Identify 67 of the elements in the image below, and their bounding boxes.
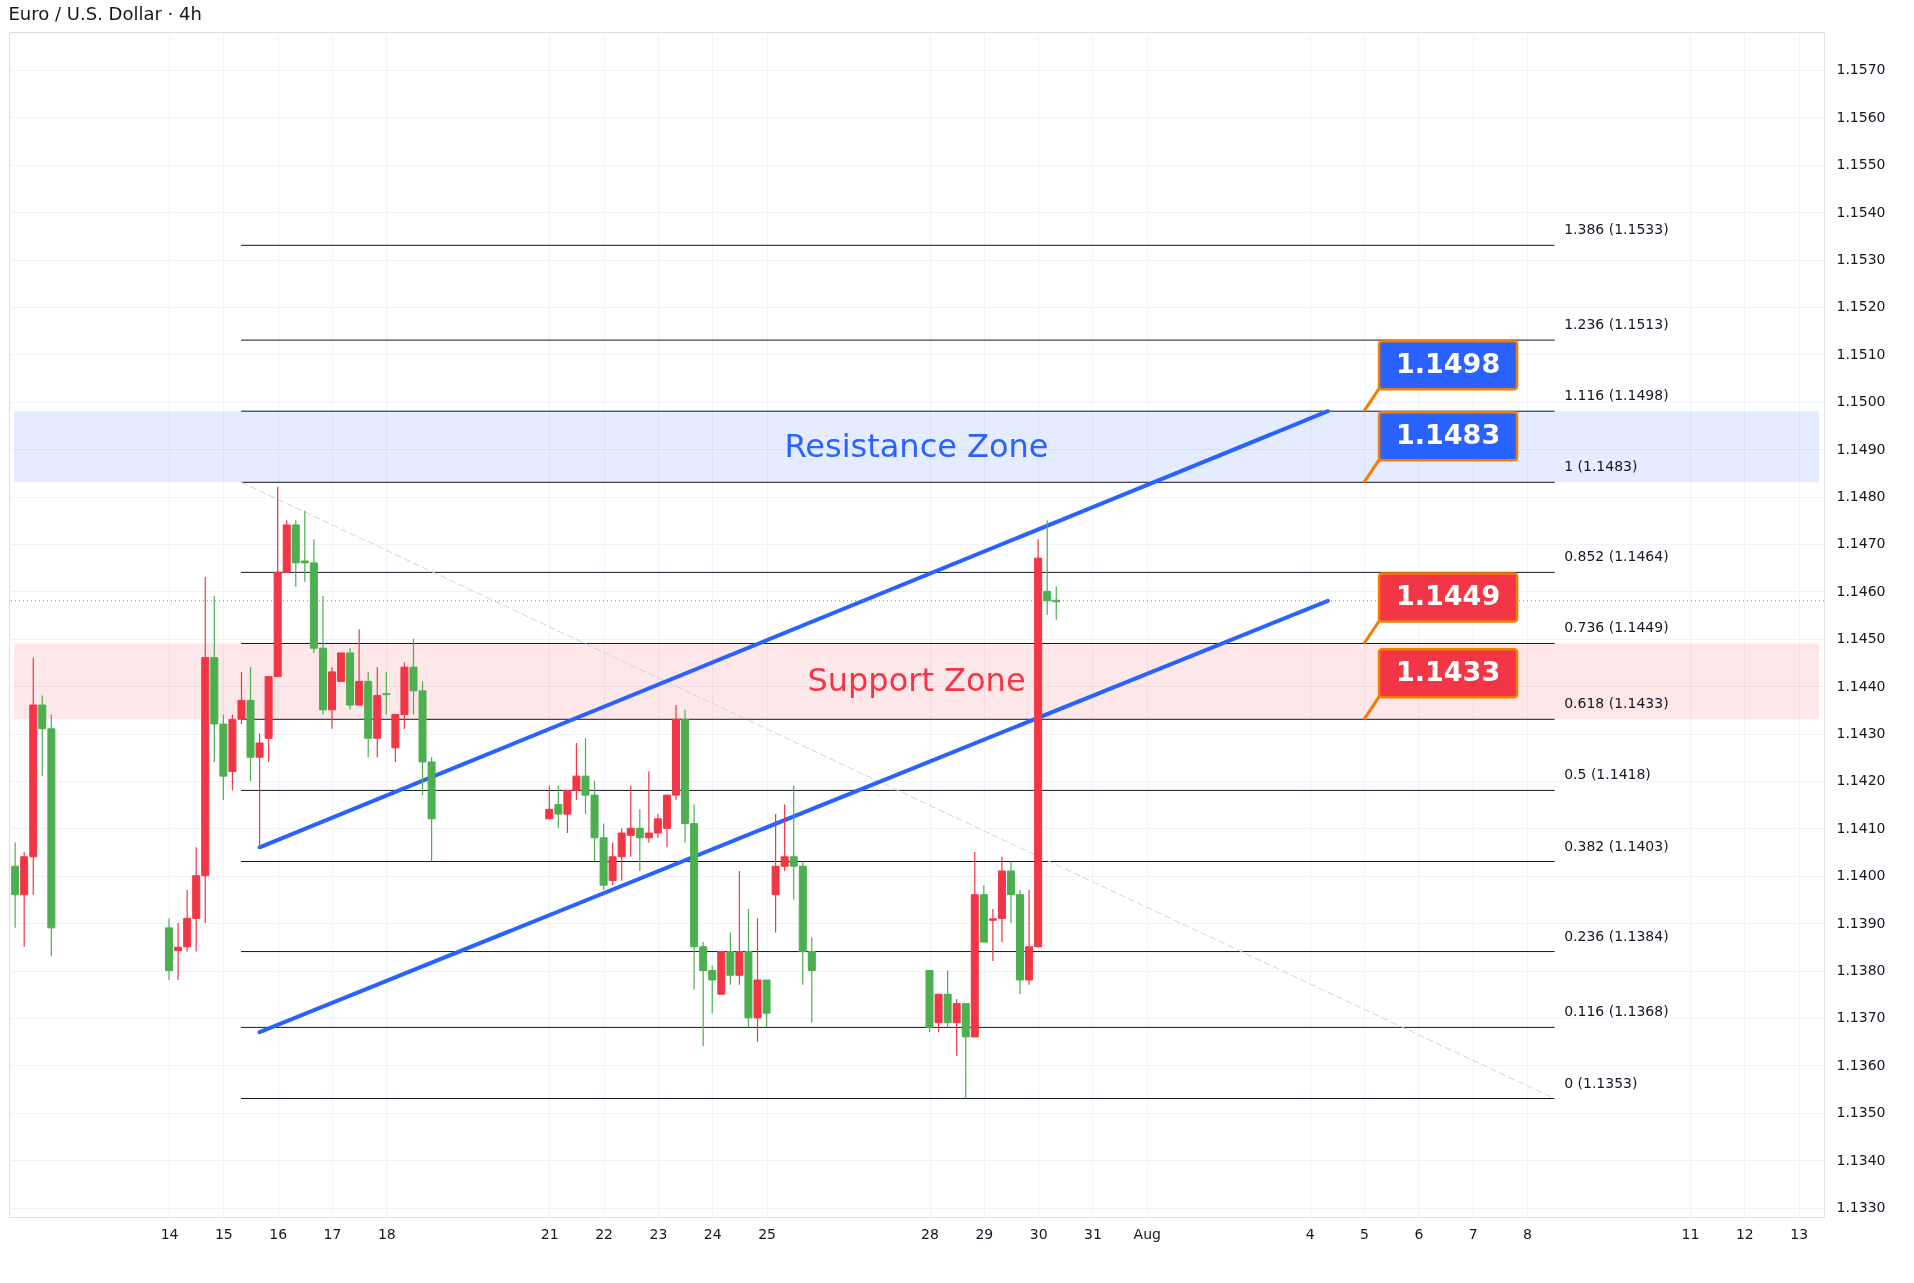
y-tick-label: 1.1390 [1836,914,1886,931]
series-label: 0.236 (1.1384) [1564,927,1669,944]
y-tick-label: 1.1380 [1836,962,1886,979]
y-tick-label: 1.1350 [1836,1104,1886,1121]
x-tick-label: 5 [1360,1225,1370,1242]
y-tick-label: 1.1340 [1836,1151,1886,1168]
x-tick-label: 12 [1735,1225,1754,1242]
chart-title: Euro / U.S. Dollar · 4h [8,3,202,24]
y-tick-label: 1.1520 [1836,298,1886,315]
y-tick-label: 1.1430 [1836,725,1886,742]
x-tick-label: 16 [269,1225,288,1242]
x-tick-label: 8 [1523,1225,1532,1242]
x-tick-label: 28 [921,1225,939,1242]
x-tick-label: 22 [595,1225,614,1242]
y-tick-label: 1.1500 [1836,393,1886,410]
series-label: 1.116 (1.1498) [1564,387,1669,404]
y-tick-label: 1.1490 [1836,440,1886,457]
band-label: Resistance Zone [784,426,1049,465]
y-tick-label: 1.1440 [1836,677,1886,694]
x-tick-label: 13 [1790,1225,1809,1242]
x-tick-label: 23 [649,1225,668,1242]
x-tick-label: 15 [214,1225,233,1242]
y-tick-label: 1.1560 [1836,108,1886,125]
y-tick-label: 1.1460 [1836,582,1886,599]
y-tick-label: 1.1550 [1836,156,1886,173]
series-label: 1 (1.1483) [1564,458,1638,475]
y-tick-label: 1.1480 [1836,488,1886,505]
x-tick-label: 18 [377,1225,396,1242]
series-label: 0.5 (1.1418) [1564,766,1651,783]
x-tick-label: 24 [703,1225,722,1242]
series-label: 1.386 (1.1533) [1564,221,1669,238]
x-tick-label: Aug [1133,1225,1161,1242]
y-tick-label: 1.1410 [1836,819,1886,836]
series-label: 0 (1.1353) [1564,1074,1638,1091]
x-tick-label: 11 [1681,1225,1700,1242]
series-label: 0.852 (1.1464) [1564,548,1669,565]
x-tick-label: 31 [1084,1225,1102,1242]
x-tick-label: 17 [323,1225,342,1242]
y-tick-label: 1.1540 [1836,203,1886,220]
series-label: 0.736 (1.1449) [1564,619,1669,636]
series-label: 0.618 (1.1433) [1564,695,1669,712]
annotation: 1.1498 [1395,348,1501,380]
y-tick-label: 1.1420 [1836,772,1886,789]
x-tick-label: 6 [1414,1225,1424,1242]
y-tick-label: 1.1530 [1836,251,1886,268]
y-tick-label: 1.1400 [1836,867,1886,884]
y-tick-label: 1.1370 [1836,1009,1886,1026]
x-tick-label: 30 [1029,1225,1048,1242]
series-label: 1.236 (1.1513) [1564,316,1669,333]
x-tick-label: 4 [1305,1225,1315,1242]
x-tick-label: 14 [160,1225,179,1242]
series-label: 0.116 (1.1368) [1564,1003,1669,1020]
x-tick-label: 29 [975,1225,994,1242]
x-tick-label: 7 [1468,1225,1478,1242]
annotation: 1.1449 [1395,580,1501,612]
y-tick-label: 1.1510 [1836,345,1886,362]
series-label: 0.382 (1.1403) [1564,837,1669,854]
y-tick-label: 1.1450 [1836,630,1886,647]
band-label: Support Zone [807,661,1026,700]
annotation: 1.1483 [1395,419,1501,451]
y-tick-label: 1.1570 [1836,61,1886,78]
y-tick-label: 1.1360 [1836,1056,1886,1073]
x-tick-label: 25 [758,1225,776,1242]
y-tick-label: 1.1330 [1836,1199,1886,1216]
annotation: 1.1433 [1395,656,1501,688]
y-tick-label: 1.1470 [1836,535,1886,552]
x-tick-label: 21 [540,1225,559,1242]
